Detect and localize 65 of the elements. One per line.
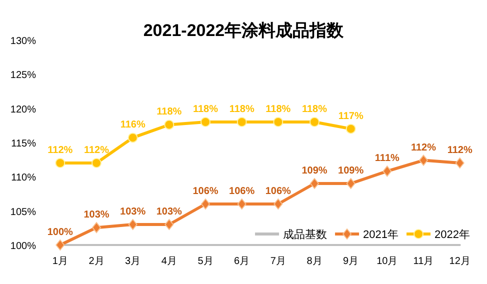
data-label: 109% [338, 166, 364, 176]
data-label: 112% [48, 145, 73, 156]
point [92, 158, 102, 168]
point [346, 178, 356, 189]
x-tick-label: 4月 [161, 256, 177, 267]
y-tick-label: 105% [10, 206, 36, 218]
data-label: 118% [229, 104, 254, 115]
point [455, 158, 464, 168]
x-tick-label: 1月 [52, 256, 68, 267]
y-tick-label: 125% [10, 70, 36, 82]
point [128, 219, 138, 230]
data-label: 111% [374, 153, 400, 164]
x-tick-label: 6月 [234, 256, 250, 267]
chart-title: 2021-2022年涂料成品指数 [143, 21, 345, 40]
data-label: 112% [447, 145, 472, 156]
data-label: 109% [302, 166, 328, 176]
legend-label: 2022年 [434, 229, 470, 241]
data-label: 103% [156, 206, 182, 218]
data-label: 106% [229, 186, 255, 197]
data-label: 106% [192, 186, 218, 197]
point [419, 154, 428, 166]
x-tick-label: 8月 [306, 256, 322, 267]
data-label: 118% [302, 104, 328, 115]
data-label: 118% [192, 104, 218, 115]
point [310, 117, 320, 127]
y-tick-label: 110% [11, 172, 36, 184]
legend-label: 成品基数 [283, 228, 328, 241]
x-tick-label: 2月 [88, 256, 104, 267]
point [164, 120, 174, 130]
data-label: 112% [84, 145, 110, 156]
x-tick-label: 11月 [413, 256, 434, 267]
data-label: 118% [266, 104, 291, 115]
point [201, 198, 210, 210]
point [236, 117, 247, 127]
point [273, 117, 284, 127]
x-tick-label: 5月 [198, 256, 214, 267]
point [55, 158, 66, 168]
point [164, 219, 174, 230]
point [56, 240, 65, 250]
point [200, 117, 210, 127]
y-tick-label: 120% [10, 104, 36, 116]
y-tick-label: 115% [11, 138, 36, 150]
point [382, 166, 392, 177]
point [237, 198, 246, 210]
x-tick-label: 3月 [125, 256, 141, 267]
y-tick-label: 130% [10, 36, 36, 47]
data-label: 106% [265, 186, 292, 197]
data-label: 103% [120, 206, 146, 218]
point [310, 178, 319, 189]
x-tick-label: 7月 [270, 256, 286, 267]
data-label: 112% [410, 142, 436, 154]
data-label: 100% [47, 227, 74, 238]
point [274, 198, 283, 210]
data-label: 103% [84, 210, 110, 221]
x-tick-label: 9月 [343, 256, 359, 267]
point [346, 124, 356, 134]
y-tick-label: 100% [10, 241, 36, 252]
x-tick-label: 12月 [449, 256, 470, 267]
data-label: 116% [120, 120, 146, 131]
point [92, 222, 101, 234]
x-tick-label: 10月 [376, 256, 398, 267]
data-label: 117% [338, 110, 364, 122]
point [128, 132, 138, 143]
data-label: 118% [156, 106, 182, 118]
legend-label: 2021年 [363, 229, 399, 241]
